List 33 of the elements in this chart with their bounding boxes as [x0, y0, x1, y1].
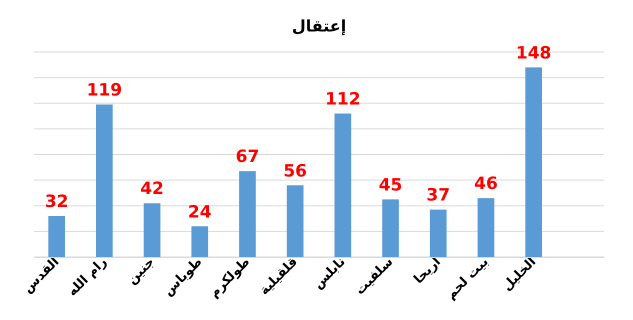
data-label: 37	[426, 186, 450, 206]
data-label: 32	[44, 192, 68, 212]
x-tick-label: سلفيت	[352, 254, 396, 298]
data-label: 46	[474, 174, 498, 194]
bar	[144, 203, 160, 257]
data-label: 24	[188, 202, 212, 222]
data-label: 45	[378, 175, 402, 196]
x-tick-label: جنين	[124, 254, 158, 288]
x-tick-label: طولكرم	[206, 254, 254, 301]
bar	[48, 216, 66, 257]
data-label: 148	[516, 43, 552, 64]
data-label: 56	[283, 161, 307, 182]
bar	[382, 199, 399, 257]
data-label: 112	[325, 90, 361, 110]
x-tick-label: قلقيلية	[256, 254, 301, 298]
x-tick-label: نابلس	[310, 254, 349, 292]
bar	[334, 114, 352, 257]
bar	[286, 185, 304, 257]
data-label: 67	[236, 147, 260, 168]
bar	[525, 67, 542, 257]
chart-title: إعتقال	[292, 16, 346, 36]
bar	[239, 171, 256, 257]
bar	[191, 226, 208, 257]
x-tick-label: طوباس	[160, 254, 206, 300]
bar	[430, 210, 447, 257]
bar	[478, 198, 494, 257]
data-label: 42	[140, 179, 164, 200]
x-tick-label: الخليل	[500, 254, 540, 294]
x-tick-label: القدس	[20, 254, 62, 296]
x-tick-label: رام الله	[65, 254, 110, 300]
data-label: 119	[86, 80, 122, 101]
bar	[96, 104, 113, 257]
x-tick-label: بيت لحم	[444, 254, 492, 303]
